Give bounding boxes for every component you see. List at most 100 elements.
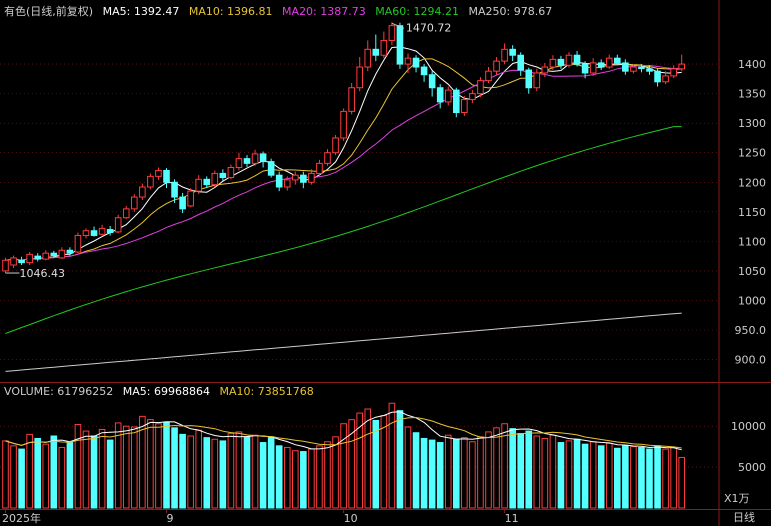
price-tick-label: 1000 [738, 294, 766, 307]
date-tick-labels: 2025年 9 10 11 [2, 509, 519, 525]
volume-bar-up [211, 438, 219, 509]
price-tick-label: 1050 [738, 265, 766, 278]
volume-tick-label: 10000 [731, 420, 766, 433]
volume-bar-up [533, 435, 541, 509]
volume-bar-down [654, 445, 661, 509]
volume-bar-down [428, 439, 436, 509]
candle-down [275, 174, 283, 188]
ma250-line [5, 312, 682, 372]
volume-bar-down [171, 427, 178, 509]
candle-up [74, 234, 82, 253]
volume-tick-labels: 5000 10000 [731, 420, 766, 474]
candle-down [90, 230, 98, 236]
candle-up [26, 253, 33, 264]
candle-up [444, 89, 452, 103]
candle-down [66, 249, 74, 254]
volume-bar-up [155, 423, 162, 509]
volume-bar-up [356, 412, 363, 509]
ma20-line [5, 65, 682, 261]
volume-bar-up [2, 440, 9, 509]
candle-down [453, 89, 460, 114]
candle-up [589, 62, 597, 74]
volume-bar-down [581, 443, 589, 509]
candle-down [203, 178, 211, 186]
candle-up [114, 217, 122, 233]
candle-down [243, 158, 251, 164]
volume-bar-down [412, 432, 420, 509]
candle-up [485, 70, 492, 82]
price-tick-label: 1400 [738, 58, 766, 71]
volume-bar-down [219, 440, 227, 509]
date-tick-label: 2025年 [2, 511, 41, 525]
volume-bar-down [267, 436, 275, 509]
volume-bar-up [493, 427, 500, 509]
candle-up [404, 57, 412, 65]
candle-down [622, 62, 629, 72]
candle-down [163, 169, 170, 183]
volume-bar-up [461, 437, 468, 509]
candle-up [10, 257, 17, 266]
volume-bar-down [597, 445, 605, 509]
volume-bar-up [388, 402, 396, 509]
volume-bar-up [227, 433, 235, 509]
candle-up [340, 110, 347, 139]
volume-bar-up [195, 429, 202, 509]
candle-down [34, 255, 42, 260]
candle-down [646, 68, 653, 72]
candle-down [517, 54, 525, 71]
volume-legend: VOLUME: 61796252 MA5: 69968864 MA10: 738… [4, 385, 314, 398]
volume-bar-up [139, 415, 146, 509]
legend-ma5: MA5: 1392.47 [102, 5, 180, 18]
candle-up [235, 158, 243, 169]
volume-bar-up [74, 424, 82, 509]
volume-bar-up [308, 448, 315, 509]
legend-vol-ma10: MA10: 73851768 [219, 385, 314, 398]
volume-bar-up [380, 415, 388, 509]
volume-bar-down [525, 430, 533, 509]
volume-tick-label: 5000 [738, 461, 766, 474]
candle-up [477, 80, 484, 95]
candle-down [525, 69, 533, 89]
volume-bar-down [420, 437, 428, 509]
volume-bar-up [565, 440, 573, 509]
volume-bar-down [243, 436, 251, 509]
candle-up [122, 208, 130, 219]
candle-up [670, 68, 677, 77]
volume-bar-up [187, 435, 194, 509]
candle-down [106, 229, 114, 234]
candle-up [195, 178, 202, 192]
volume-bar-up [678, 456, 686, 509]
candle-up [187, 190, 194, 207]
volume-bar-up [324, 441, 331, 509]
volume-bar-down [163, 421, 170, 509]
volume-bar-up [541, 437, 549, 509]
legend-volume: VOLUME: 61796252 [4, 385, 114, 398]
volume-bar-down [203, 437, 211, 509]
volume-bar-up [469, 441, 476, 509]
candle-down [573, 54, 581, 65]
volume-bar-up [630, 446, 637, 509]
candle-up [678, 63, 686, 70]
candle-up [211, 172, 219, 186]
date-tick-label: 10 [344, 512, 358, 525]
volume-bar-up [404, 426, 412, 509]
volume-bar-down [18, 448, 25, 509]
ma60-line [5, 126, 682, 334]
candle-up [533, 72, 541, 89]
volume-bar-up [332, 436, 339, 509]
candle-down [179, 196, 186, 210]
volume-bar-up [670, 446, 677, 509]
price-tick-label: 1300 [738, 117, 766, 130]
volume-bar-up [58, 446, 66, 509]
volume-bar-up [42, 443, 50, 509]
candle-up [356, 66, 363, 89]
volume-unit-label: X1万 [724, 492, 750, 505]
volume-bar-up [122, 425, 130, 509]
chart-title: 有色(日线,前复权) [4, 5, 94, 18]
candlesticks [2, 22, 686, 274]
candle-up [292, 174, 299, 181]
volume-bar-up [340, 423, 347, 509]
candle-down [581, 63, 589, 74]
volume-bar-up [605, 442, 613, 509]
